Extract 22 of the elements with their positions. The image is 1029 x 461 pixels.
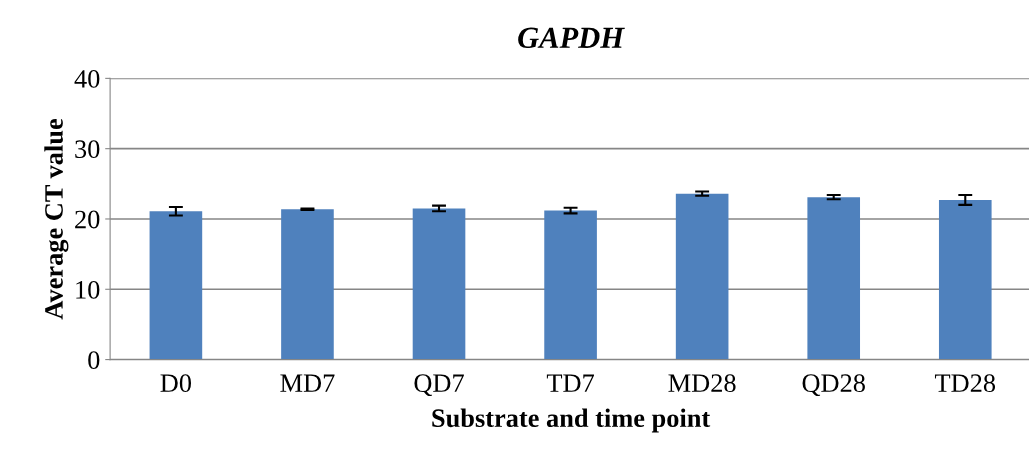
x-tick-label: D0	[160, 374, 191, 393]
chart-title: GAPDH	[518, 27, 625, 49]
bar	[412, 208, 466, 360]
bar	[149, 211, 203, 360]
y-tick-label: 0	[88, 351, 100, 369]
y-tick-label: 10	[76, 280, 100, 299]
y-tick-label: 40	[74, 69, 100, 88]
x-tick-label: MD28	[668, 374, 736, 393]
bar	[281, 209, 334, 360]
bar	[544, 210, 597, 360]
x-tick-label: MD7	[280, 374, 335, 392]
y-axis-title: Average CT value	[44, 118, 69, 320]
x-tick-label: QD28	[802, 374, 865, 397]
bar	[675, 193, 729, 360]
bar	[938, 199, 992, 360]
y-tick-label: 20	[75, 210, 100, 229]
x-axis-title: Substrate and time point	[432, 408, 711, 433]
x-tick-label: TD28	[934, 374, 996, 393]
x-tick-label: QD7	[414, 374, 464, 397]
x-tick-label: TD7	[546, 374, 595, 392]
y-tick-label: 30	[75, 140, 100, 159]
bar	[807, 197, 861, 360]
